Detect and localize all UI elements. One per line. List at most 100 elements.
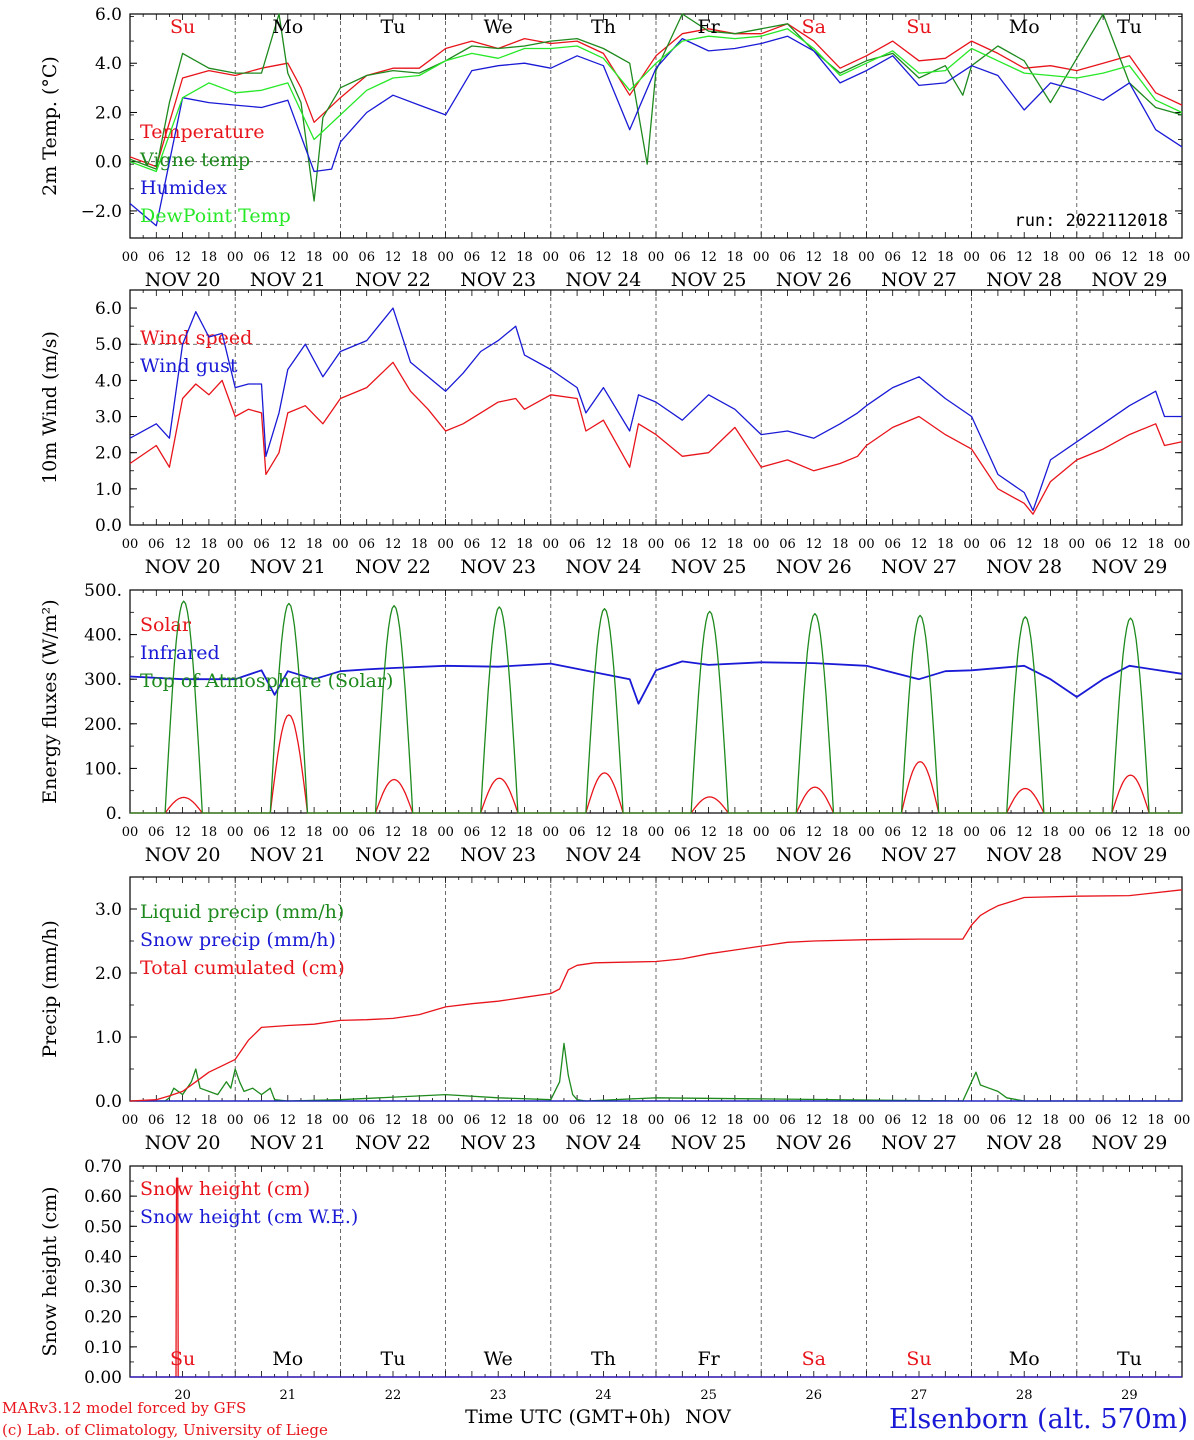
hour-tick-label: 06	[569, 250, 586, 265]
hour-tick-label: 18	[621, 1113, 638, 1128]
y-tick-label: 4.0	[95, 54, 122, 74]
hour-tick-label: 00	[1174, 250, 1191, 265]
y-axis-label: Snow height (cm)	[39, 1186, 61, 1356]
hour-tick-label: 06	[884, 1113, 901, 1128]
hour-tick-label: 00	[332, 825, 349, 840]
weekday-label-bottom: Mo	[272, 1348, 303, 1370]
date-label: NOV 23	[460, 556, 536, 578]
hour-tick-label: 00	[122, 250, 139, 265]
y-tick-label: 1.0	[95, 480, 122, 500]
weekday-label-bottom: Mo	[1009, 1348, 1040, 1370]
date-label: NOV 29	[1091, 1132, 1167, 1154]
hour-tick-label: 12	[806, 1113, 823, 1128]
y-tick-label: 0.60	[84, 1187, 122, 1207]
y-axis-label: Energy fluxes (W/m²)	[39, 599, 61, 803]
date-label: NOV 28	[986, 1132, 1062, 1154]
date-label: NOV 22	[355, 1132, 431, 1154]
date-label: NOV 20	[145, 1132, 221, 1154]
hour-tick-label: 12	[174, 1113, 191, 1128]
date-label: NOV 24	[565, 269, 641, 291]
weekday-label-bottom: Tu	[1117, 1348, 1142, 1370]
date-label: NOV 28	[986, 269, 1062, 291]
hour-tick-label: 18	[411, 825, 428, 840]
hour-tick-label: 18	[832, 250, 849, 265]
weekday-label-top: Sa	[802, 16, 826, 38]
hour-tick-label: 00	[543, 537, 560, 552]
series-solar	[130, 714, 1182, 814]
day-number-label: 26	[806, 1388, 823, 1403]
hour-tick-label: 12	[280, 537, 297, 552]
hour-tick-label: 18	[1042, 825, 1059, 840]
hour-tick-label: 00	[437, 1113, 454, 1128]
date-label: NOV 21	[250, 556, 326, 578]
y-tick-label: 6.0	[95, 5, 122, 25]
hour-tick-label: 06	[1095, 1113, 1112, 1128]
weekday-label-top: We	[484, 16, 513, 38]
hour-tick-label: 12	[280, 250, 297, 265]
legend-entry: Solar	[140, 614, 192, 636]
weekday-label-bottom: We	[484, 1348, 513, 1370]
weekday-label-top: Tu	[1117, 16, 1142, 38]
hour-tick-label: 00	[1069, 250, 1086, 265]
legend-entry: Snow height (cm W.E.)	[140, 1206, 358, 1228]
hour-tick-label: 18	[201, 250, 218, 265]
hour-tick-label: 12	[700, 537, 717, 552]
day-number-label: 24	[595, 1388, 612, 1403]
hour-tick-label: 00	[753, 825, 770, 840]
hour-tick-label: 06	[464, 537, 481, 552]
hour-tick-label: 06	[569, 537, 586, 552]
hour-tick-label: 18	[832, 1113, 849, 1128]
panel-1: −2.0 0.0 2.0 4.0 6.0 2m Temp. (°C) 00 06 12 18 00 0…	[39, 5, 1190, 291]
date-label: NOV 25	[671, 1132, 747, 1154]
hour-tick-label: 12	[385, 250, 402, 265]
hour-tick-label: 12	[1016, 1113, 1033, 1128]
hour-tick-label: 00	[753, 537, 770, 552]
hour-tick-label: 06	[148, 250, 165, 265]
hour-tick-label: 12	[806, 250, 823, 265]
hour-tick-label: 18	[516, 825, 533, 840]
y-tick-label: 0.00	[84, 1368, 122, 1388]
hour-tick-label: 06	[674, 250, 691, 265]
hour-tick-label: 06	[358, 537, 375, 552]
hour-tick-label: 06	[148, 825, 165, 840]
weekday-label-top: Mo	[272, 16, 303, 38]
y-tick-label: 0.10	[84, 1338, 122, 1358]
hour-tick-label: 18	[1147, 537, 1164, 552]
hour-tick-label: 12	[1121, 537, 1138, 552]
day-number-label: 20	[174, 1388, 191, 1403]
hour-tick-label: 18	[201, 1113, 218, 1128]
hour-tick-label: 00	[227, 537, 244, 552]
hour-tick-label: 06	[569, 825, 586, 840]
hour-tick-label: 12	[911, 250, 928, 265]
hour-tick-label: 06	[779, 1113, 796, 1128]
weekday-label-top: Su	[906, 16, 931, 38]
y-tick-label: 0.20	[84, 1308, 122, 1328]
hour-tick-label: 12	[700, 1113, 717, 1128]
weekday-label-bottom: Th	[591, 1348, 616, 1370]
hour-tick-label: 12	[490, 250, 507, 265]
hour-tick-label: 12	[490, 537, 507, 552]
hour-tick-label: 18	[1042, 537, 1059, 552]
hour-tick-label: 06	[990, 250, 1007, 265]
hour-tick-label: 00	[963, 537, 980, 552]
hour-tick-label: 18	[516, 250, 533, 265]
date-label: NOV 20	[145, 269, 221, 291]
date-label: NOV 23	[460, 1132, 536, 1154]
y-tick-label: 4.0	[95, 371, 122, 391]
date-label: NOV 28	[986, 556, 1062, 578]
hour-tick-label: 12	[700, 825, 717, 840]
hour-tick-label: 18	[937, 250, 954, 265]
hour-tick-label: 18	[727, 250, 744, 265]
hour-tick-label: 18	[621, 825, 638, 840]
weekday-label-top: Fr	[697, 16, 720, 38]
hour-tick-label: 06	[464, 825, 481, 840]
date-label: NOV 24	[565, 1132, 641, 1154]
hour-tick-label: 00	[753, 1113, 770, 1128]
hour-tick-label: 18	[306, 1113, 323, 1128]
hour-tick-label: 06	[569, 1113, 586, 1128]
hour-tick-label: 00	[332, 250, 349, 265]
weekday-label-bottom: Su	[906, 1348, 931, 1370]
hour-tick-label: 12	[280, 1113, 297, 1128]
hour-tick-label: 00	[227, 825, 244, 840]
day-number-label: 25	[700, 1388, 717, 1403]
